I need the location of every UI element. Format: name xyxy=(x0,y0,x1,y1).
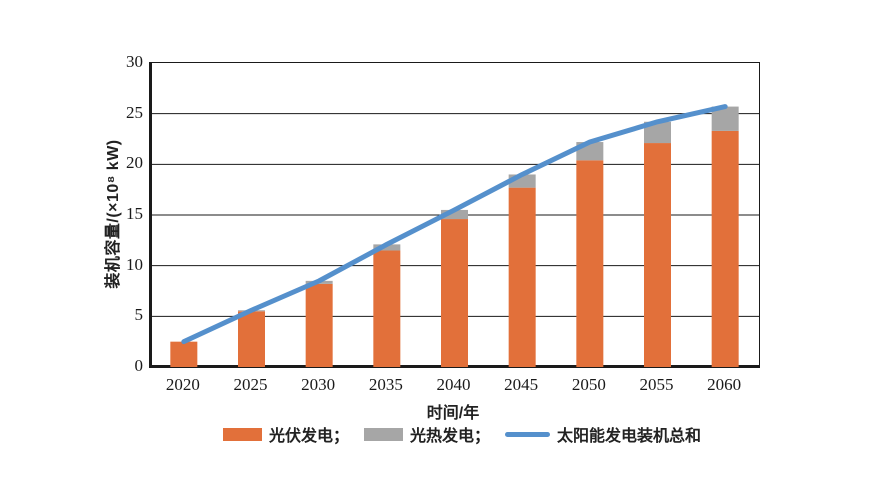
csp-bar-swatch-icon xyxy=(364,427,404,441)
total-line xyxy=(181,104,728,345)
bar-csp-2035 xyxy=(373,244,401,251)
bar-pv-2040 xyxy=(441,219,468,367)
x-tick-label-2040: 2040 xyxy=(436,375,471,394)
legend-label-pv: 光伏发电； xyxy=(269,428,350,445)
bar-pv-2030 xyxy=(305,283,333,367)
x-tick-label-2035: 2035 xyxy=(368,375,403,394)
plot-area xyxy=(149,62,760,368)
x-tick-label-2055: 2055 xyxy=(639,375,674,394)
x-axis-title: 时间/年 xyxy=(426,405,480,422)
y-tick-label-0: 0 xyxy=(134,356,144,375)
legend-item-total: 太阳能发电装机总和 xyxy=(505,422,701,446)
pv-bar-swatch-icon xyxy=(223,427,262,441)
y-tick-label-30: 30 xyxy=(126,52,143,71)
bar-pv-2060 xyxy=(711,130,739,367)
y-tick-label-25: 25 xyxy=(126,102,143,122)
legend-label-csp: 光热发电； xyxy=(410,428,491,445)
bar-pv-2050 xyxy=(576,160,604,367)
bar-csp-2055 xyxy=(644,121,671,144)
y-tick-label-5: 5 xyxy=(134,305,144,325)
legend: 光伏发电； 光热发电； 太阳能发电装机总和 xyxy=(223,422,701,446)
y-tick-label-15: 15 xyxy=(126,204,143,223)
legend-item-pv: 光伏发电； xyxy=(223,422,349,446)
bar-pv-2055 xyxy=(644,143,671,367)
x-tick-label-2025: 2025 xyxy=(233,375,268,394)
plot-svg xyxy=(150,63,759,367)
bar-csp-2040 xyxy=(441,209,468,220)
bar-pv-2045 xyxy=(508,187,536,367)
x-tick-label-2030: 2030 xyxy=(301,375,336,394)
total-line-swatch-icon xyxy=(505,431,551,437)
x-tick-label-2060: 2060 xyxy=(707,375,742,394)
x-tick-label-2020: 2020 xyxy=(165,375,200,394)
bar-pv-2020 xyxy=(170,341,198,367)
x-tick-label-2050: 2050 xyxy=(571,375,606,394)
y-tick-label-20: 20 xyxy=(126,153,143,173)
bar-pv-2025 xyxy=(238,311,265,367)
legend-item-csp: 光热发电； xyxy=(364,422,490,446)
y-tick-label-10: 10 xyxy=(126,254,143,274)
x-tick-label-2045: 2045 xyxy=(504,375,539,394)
legend-label-total: 太阳能发电装机总和 xyxy=(557,428,702,445)
bar-pv-2035 xyxy=(373,250,401,367)
